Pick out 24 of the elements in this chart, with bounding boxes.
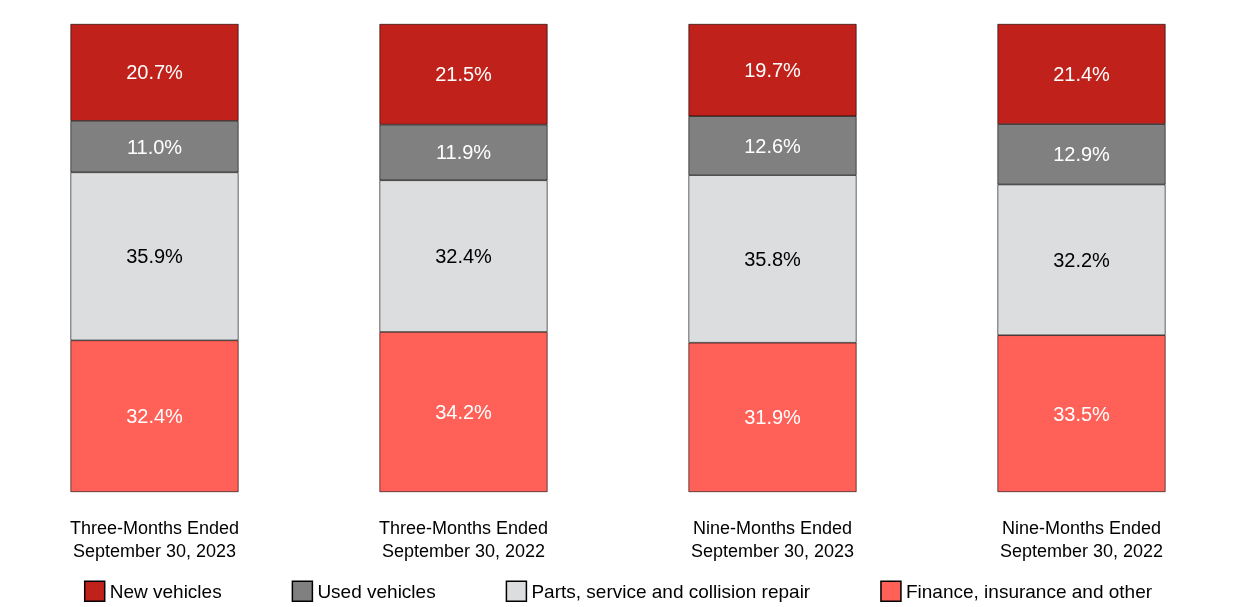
data-label: 32.4% xyxy=(435,245,493,268)
data-label: 32.4% xyxy=(126,405,184,428)
legend-label: New vehicles xyxy=(109,580,222,602)
data-label: 12.9% xyxy=(1053,143,1111,166)
data-label: 21.4% xyxy=(1053,63,1111,86)
x-tick-label: Nine-Months Ended September 30, 2022 xyxy=(999,517,1164,561)
data-label: 33.5% xyxy=(1053,402,1111,425)
legend-label: Parts, service and collision repair xyxy=(531,580,811,602)
data-label: 34.2% xyxy=(435,400,493,423)
data-label: 21.5% xyxy=(435,63,493,86)
legend-label: Finance, insurance and other xyxy=(905,580,1153,602)
legend-label: Used vehicles xyxy=(317,580,436,602)
data-label: 20.7% xyxy=(126,61,184,84)
x-tick-label: Three-Months Ended September 30, 2022 xyxy=(378,517,549,561)
data-label: 31.9% xyxy=(744,406,802,429)
data-label: 35.9% xyxy=(126,245,184,268)
x-tick-label: Three-Months Ended September 30, 2023 xyxy=(69,517,240,561)
data-label: 11.9% xyxy=(435,141,492,164)
data-label: 19.7% xyxy=(744,59,802,82)
x-tick-label: Nine-Months Ended September 30, 2023 xyxy=(690,517,855,561)
data-label: 12.6% xyxy=(744,134,802,157)
data-label: 35.8% xyxy=(744,247,802,270)
data-label: 11.0% xyxy=(126,135,183,158)
data-label: 32.2% xyxy=(1053,248,1111,271)
